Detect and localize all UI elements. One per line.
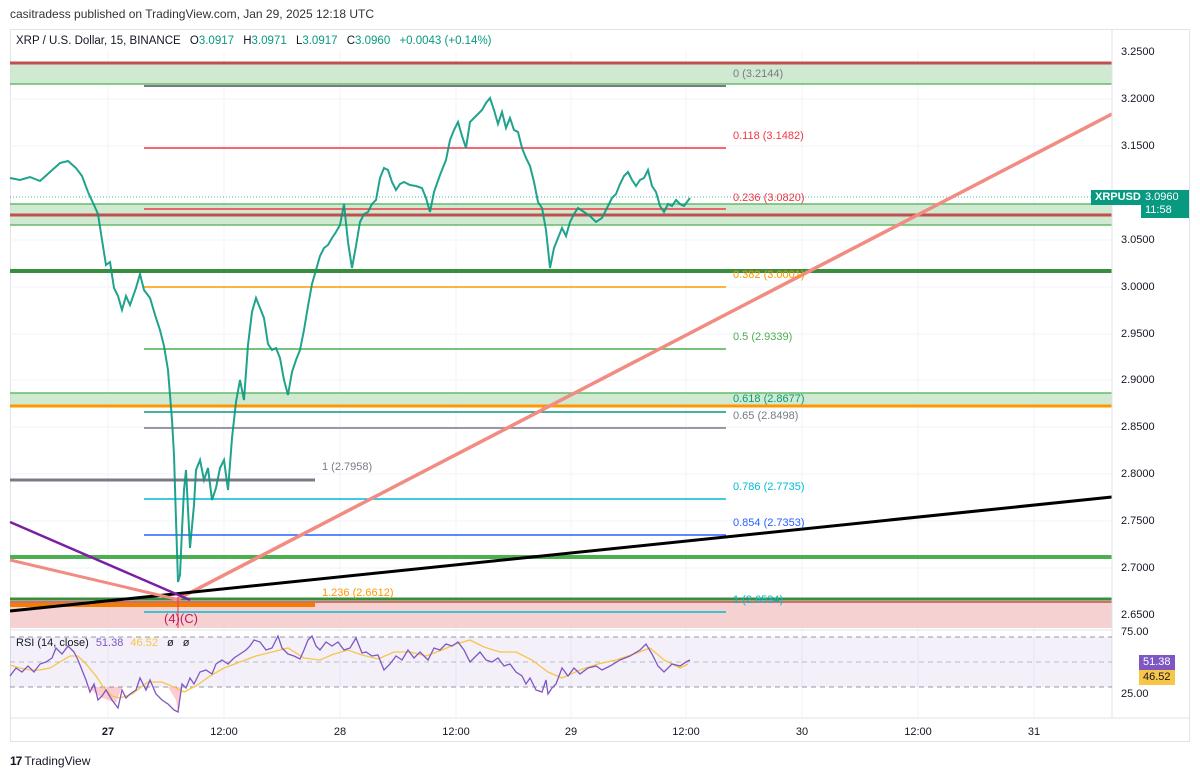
price-tick: 3.0000: [1121, 281, 1155, 293]
fib-label-0236: 0.236 (3.0820): [733, 192, 805, 204]
current-price-badge: 3.0960 11:58: [1141, 190, 1189, 218]
fib-label-05: 0.5 (2.9339): [733, 331, 793, 343]
fib-label-0618: 0.618 (2.8677): [733, 393, 805, 405]
rsi-extra-2: ø: [182, 637, 190, 649]
time-tick: 12:00: [672, 726, 700, 738]
low-value: 3.0917: [302, 35, 338, 47]
horizontal-levels[interactable]: [10, 61, 1112, 607]
fib-label-1: 1 (2.6534): [733, 594, 784, 606]
high-label: H: [243, 35, 252, 47]
rsi-lower-tick: 25.00: [1121, 688, 1149, 700]
symbol-legend[interactable]: XRP / U.S. Dollar, 15, BINANCE O3.0917 H…: [16, 35, 492, 47]
ext-label-1236: 1.236 (2.6612): [322, 587, 394, 599]
rsi-upper-tick: 75.00: [1121, 626, 1149, 638]
trendlines[interactable]: [9, 112, 1113, 628]
time-tick: 28: [333, 726, 347, 738]
rsi-title: RSI (14, close): [16, 637, 89, 649]
fib-label-0118: 0.118 (3.1482): [733, 130, 804, 142]
tradingview-brand: TradingView: [24, 754, 91, 768]
tradingview-logo[interactable]: 17 TradingView: [10, 754, 90, 768]
low-label: L: [295, 35, 303, 47]
price-tick: 2.8500: [1121, 421, 1155, 433]
close-value: 3.0960: [355, 35, 391, 47]
price-tick: 3.2500: [1121, 46, 1155, 58]
time-tick: 12:00: [210, 726, 238, 738]
fib-label-0786: 0.786 (2.7735): [733, 481, 805, 493]
time-tick: 27: [101, 726, 115, 738]
fib-label-065: 0.65 (2.8498): [733, 410, 799, 422]
change-value: +0.0043 (+0.14%): [399, 35, 492, 47]
time-tick: 12:00: [904, 726, 932, 738]
publication-line: casitradess published on TradingView.com…: [10, 7, 374, 21]
time-tick: 31: [1027, 726, 1041, 738]
open-value: 3.0917: [198, 35, 235, 47]
rsi-ma-value: 46.52: [130, 637, 158, 649]
price-tick: 2.6500: [1121, 609, 1155, 621]
price-tick: 3.0500: [1121, 234, 1155, 246]
ticker-badge: XRPUSD: [1091, 190, 1145, 205]
time-tick: 29: [564, 726, 578, 738]
price-tick: 2.7500: [1121, 515, 1155, 527]
symbol-title: XRP / U.S. Dollar, 15, BINANCE: [16, 35, 181, 47]
ext-label-1: 1 (2.7958): [322, 461, 373, 473]
rsi-ma-badge: 46.52: [1139, 670, 1175, 685]
tradingview-logo-icon: 17: [10, 754, 22, 768]
close-label: C: [346, 35, 356, 47]
rsi-value-badge: 51.38: [1139, 655, 1175, 670]
fib-retracement-lines[interactable]: [144, 85, 726, 613]
rsi-pane[interactable]: [9, 634, 1112, 713]
price-tick: 2.8000: [1121, 468, 1155, 480]
current-price: 3.0960: [1145, 191, 1179, 203]
wave-label: (4)(C): [164, 611, 198, 626]
high-value: 3.0971: [251, 35, 287, 47]
fib-label-0: 0 (3.2144): [733, 68, 784, 80]
price-tick: 2.9500: [1121, 328, 1155, 340]
time-tick: 30: [795, 726, 809, 738]
open-label: O: [189, 35, 199, 47]
price-candles[interactable]: [9, 95, 691, 583]
time-tick: 12:00: [442, 726, 470, 738]
bar-countdown: 11:58: [1145, 204, 1172, 216]
rsi-legend[interactable]: RSI (14, close) 51.38 46.52 ø ø: [16, 637, 190, 649]
price-tick: 2.7000: [1121, 562, 1155, 574]
price-tick: 2.9000: [1121, 374, 1155, 386]
fib-label-0854: 0.854 (2.7353): [733, 517, 805, 529]
price-tick: 3.1500: [1121, 140, 1155, 152]
rsi-value: 51.38: [95, 637, 124, 649]
fib-label-0382: 0.382 (3.0001): [733, 269, 805, 281]
price-tick: 3.2000: [1121, 93, 1155, 105]
rsi-extra-1: ø: [167, 637, 174, 649]
